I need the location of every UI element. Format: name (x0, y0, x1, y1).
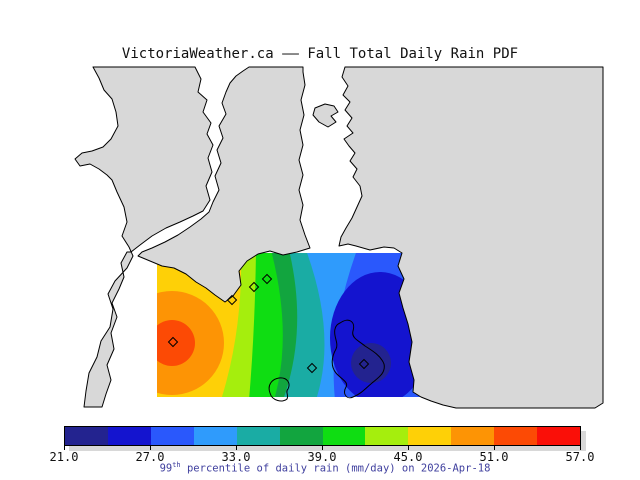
contour-field (157, 253, 424, 397)
caption-rest: percentile of daily rain (mm/day) on 202… (180, 462, 491, 475)
station-diamond-marker (248, 281, 260, 293)
station-diamond-marker (261, 273, 273, 285)
colorbar-tick (236, 446, 237, 450)
colorbar-segment (65, 427, 108, 445)
station-diamond-marker (226, 294, 238, 306)
caption-prefix: 99 (159, 462, 173, 475)
land-west-coast (74, 66, 214, 408)
coast-outline-layer (268, 319, 385, 402)
colorbar-segments (64, 426, 581, 446)
station-markers (167, 273, 370, 374)
colorbar-segment (107, 427, 151, 445)
colorbar-tick-label: 39.0 (307, 450, 337, 464)
colorbar-tick-label: 21.0 (49, 450, 79, 464)
station-diamond-marker (358, 358, 370, 370)
colorbar-segment (365, 427, 409, 445)
colorbar-tick (150, 446, 151, 450)
inlet-hook-island (312, 103, 339, 128)
plot-title: VictoriaWeather.ca —— Fall Total Daily R… (121, 46, 519, 62)
colorbar-tick (408, 446, 409, 450)
land-center-tongue (137, 66, 311, 303)
colorbar-tick (494, 446, 495, 450)
colorbar-tick (64, 446, 65, 450)
colorbar-segment (279, 427, 323, 445)
colorbar-tick (580, 446, 581, 450)
colorbar-segment (494, 427, 538, 445)
colorbar-segment (193, 427, 237, 445)
small-island-outline (268, 377, 290, 402)
station-diamond-marker (167, 336, 179, 348)
colorbar-segment (408, 427, 452, 445)
colorbar-caption: 99th percentile of daily rain (mm/day) o… (0, 461, 640, 475)
colorbar-segment (451, 427, 495, 445)
colorbar-tick-label: 51.0 (479, 450, 509, 464)
victoria-peninsula-outline (331, 319, 385, 399)
station-diamond-marker (306, 362, 318, 374)
colorbar-tick-label: 33.0 (221, 450, 251, 464)
colorbar-tick-label: 45.0 (393, 450, 423, 464)
colorbar-segment (236, 427, 280, 445)
colorbar-tick-label: 27.0 (135, 450, 165, 464)
colorbar-tick-label: 57.0 (565, 450, 595, 464)
contour-band-51-54 (157, 320, 195, 366)
colorbar-segment (322, 427, 366, 445)
contour-band-21-24 (351, 343, 391, 383)
caption-superscript: th (172, 461, 181, 469)
colorbar-segment (537, 427, 581, 445)
land-layer (74, 66, 604, 409)
colorbar-tick (322, 446, 323, 450)
land-east-mass (338, 66, 604, 409)
colorbar-segment (150, 427, 194, 445)
